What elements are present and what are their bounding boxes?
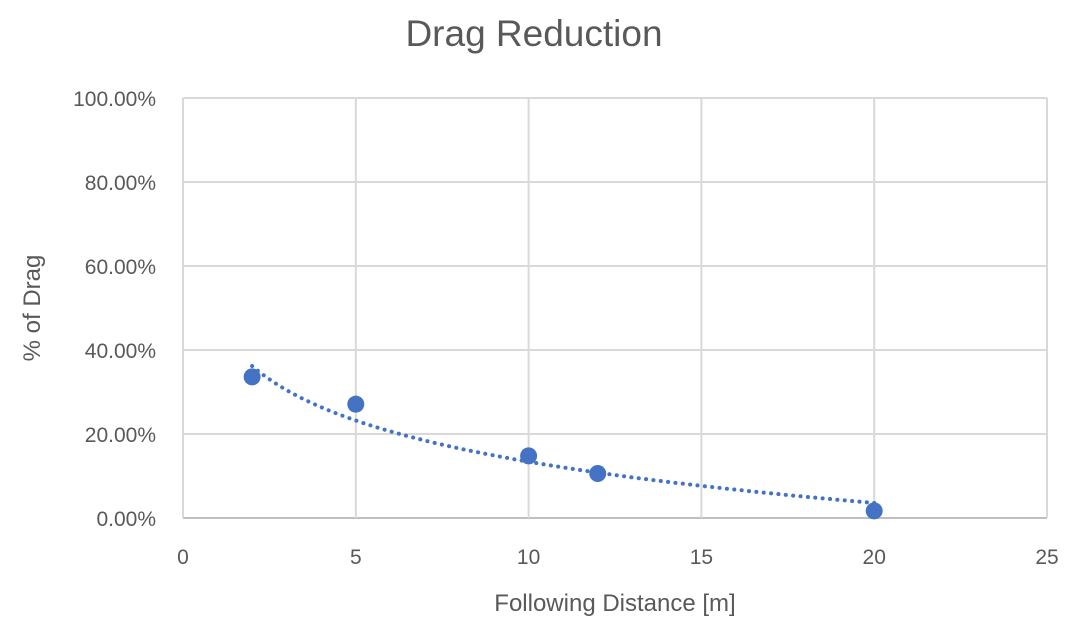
x-tick-label: 0 bbox=[177, 546, 189, 569]
y-axis-label: % of Drag bbox=[19, 255, 46, 362]
x-tick-label: 20 bbox=[863, 546, 886, 569]
x-tick-label: 10 bbox=[517, 546, 540, 569]
data-point bbox=[589, 464, 607, 482]
data-point bbox=[865, 502, 883, 520]
trendline bbox=[250, 364, 877, 505]
data-point bbox=[243, 368, 261, 386]
x-tick-label: 5 bbox=[350, 546, 362, 569]
x-tick-label: 25 bbox=[1035, 546, 1058, 569]
y-tick-label: 60.00% bbox=[85, 256, 156, 279]
data-point bbox=[520, 447, 538, 465]
data-point bbox=[347, 395, 365, 413]
y-tick-label: 80.00% bbox=[85, 172, 156, 195]
x-tick-label: 15 bbox=[690, 546, 713, 569]
chart-title: Drag Reduction bbox=[405, 13, 662, 54]
x-axis-label: Following Distance [m] bbox=[494, 590, 735, 617]
y-tick-label: 0.00% bbox=[96, 508, 156, 531]
y-tick-label: 40.00% bbox=[85, 340, 156, 363]
y-tick-label: 20.00% bbox=[85, 424, 156, 447]
y-tick-label: 100.00% bbox=[73, 88, 156, 111]
